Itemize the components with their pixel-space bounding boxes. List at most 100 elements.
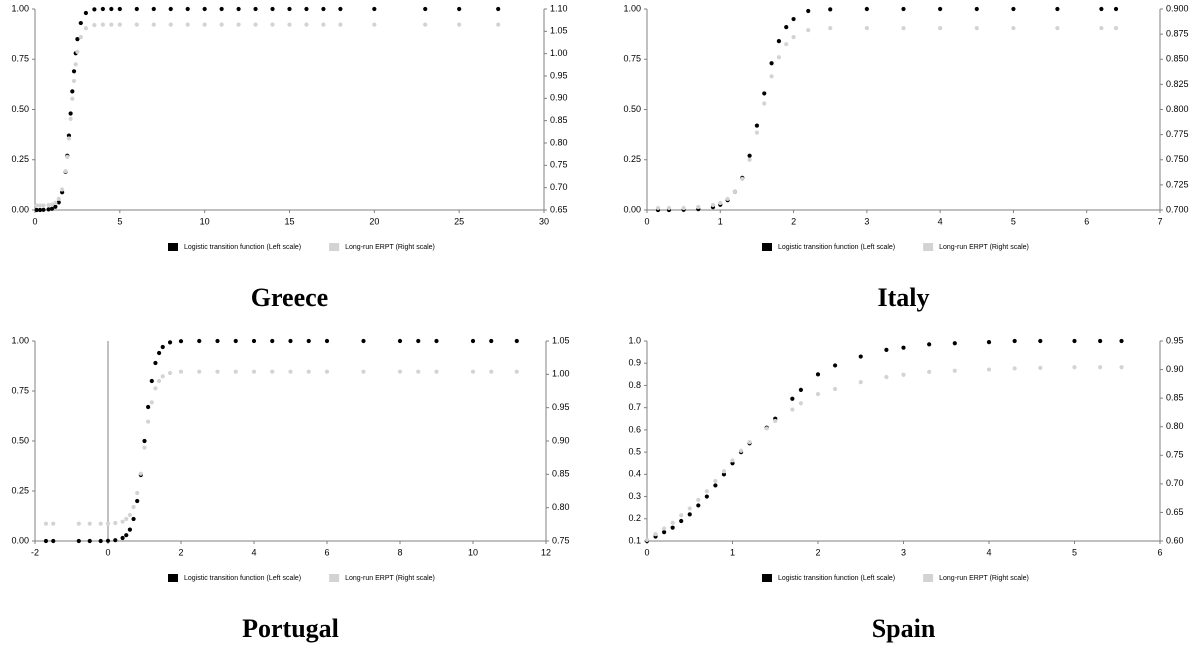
- y-tick-label: 0.25: [11, 154, 29, 164]
- data-point: [901, 372, 906, 377]
- y2-tick-label: 0.60: [1166, 535, 1184, 545]
- data-point: [71, 78, 77, 84]
- data-point: [738, 448, 744, 453]
- y-tick-label: 0.8: [628, 380, 641, 390]
- data-point: [151, 22, 156, 27]
- y-tick-label: 1.00: [11, 335, 29, 345]
- data-point: [653, 532, 658, 537]
- x-tick-label: 1: [730, 547, 735, 557]
- data-point: [791, 16, 796, 22]
- data-point: [732, 189, 738, 195]
- data-point: [70, 89, 75, 94]
- data-point: [168, 6, 173, 12]
- data-point: [78, 35, 83, 40]
- data-point: [120, 535, 125, 541]
- data-point: [776, 55, 782, 60]
- x-tick-label: 4: [251, 547, 256, 557]
- data-point: [134, 6, 139, 12]
- legend-label: Logistic transition function (Left scale…: [778, 575, 895, 582]
- data-point: [361, 338, 366, 344]
- data-point: [740, 176, 745, 181]
- y2-tick-label: 0.75: [1166, 450, 1184, 460]
- data-point: [49, 202, 55, 207]
- legend-swatch: [329, 574, 340, 582]
- legend-label: Long-run ERPT (Right scale): [345, 575, 435, 582]
- data-point: [1038, 338, 1043, 344]
- data-point: [270, 22, 275, 27]
- y2-tick-label: 1.05: [552, 335, 570, 345]
- legend-label: Logistic transition function (Left scale…: [184, 575, 301, 582]
- data-point: [901, 25, 906, 31]
- y-tick-label: 1.00: [623, 3, 641, 13]
- y-tick-label: 0.00: [11, 535, 29, 545]
- y-tick-label: 0.75: [11, 385, 29, 395]
- x-tick-label: 5: [1072, 547, 1077, 557]
- data-point: [251, 338, 257, 344]
- data-point: [974, 25, 979, 31]
- data-point: [784, 42, 789, 47]
- y2-tick-label: 0.85: [550, 115, 568, 125]
- y2-tick-label: 0.95: [552, 402, 570, 412]
- data-point: [1055, 25, 1060, 31]
- data-point: [858, 380, 863, 385]
- data-point: [134, 22, 139, 27]
- data-point: [769, 74, 774, 79]
- data-point: [710, 202, 716, 208]
- legend-swatch: [923, 243, 934, 251]
- data-point: [457, 6, 462, 12]
- data-point: [718, 200, 723, 206]
- data-point: [146, 419, 151, 424]
- y2-tick-label: 0.65: [550, 204, 568, 214]
- y2-tick-label: 1.00: [552, 369, 570, 379]
- y-tick-label: 0.9: [628, 358, 641, 368]
- y2-tick-label: 0.900: [1166, 3, 1189, 13]
- data-point: [776, 39, 782, 44]
- data-point: [361, 369, 366, 374]
- legend-label: Logistic transition function (Left scale…: [778, 244, 895, 251]
- data-point: [704, 494, 709, 499]
- data-point: [83, 10, 88, 16]
- legend-swatch: [923, 574, 934, 582]
- data-point: [1012, 366, 1017, 371]
- data-point: [109, 22, 114, 27]
- x-tick-label: 30: [539, 216, 549, 226]
- data-point: [178, 339, 184, 344]
- chart-title: Spain: [872, 614, 936, 643]
- y2-tick-label: 0.65: [1166, 507, 1184, 517]
- data-point: [236, 22, 241, 27]
- chart-title: Italy: [878, 283, 930, 312]
- legend-label: Long-run ERPT (Right scale): [939, 244, 1029, 251]
- data-point: [153, 360, 158, 366]
- data-point: [56, 200, 61, 205]
- data-point: [75, 49, 80, 54]
- data-point: [713, 483, 718, 488]
- x-tick-label: 0: [105, 547, 110, 557]
- data-point: [124, 533, 129, 538]
- data-point: [168, 22, 173, 27]
- data-point: [1055, 6, 1060, 12]
- y2-tick-label: 0.80: [1166, 421, 1184, 431]
- data-point: [253, 6, 258, 12]
- data-point: [87, 538, 92, 544]
- y2-tick-label: 0.70: [550, 182, 568, 192]
- data-point: [769, 61, 774, 66]
- data-point: [1119, 365, 1124, 370]
- data-point: [372, 6, 377, 12]
- chart-title: Greece: [251, 283, 328, 312]
- data-point: [747, 153, 752, 158]
- y2-tick-label: 0.750: [1166, 154, 1189, 164]
- data-point: [160, 374, 165, 379]
- data-point: [251, 369, 257, 374]
- x-tick-label: 0: [644, 216, 649, 226]
- data-point: [901, 6, 906, 12]
- y2-tick-label: 0.75: [550, 160, 568, 170]
- legend-label: Logistic transition function (Left scale…: [184, 244, 301, 251]
- data-point: [233, 369, 238, 374]
- y-tick-label: 0.6: [628, 424, 641, 434]
- x-tick-label: 0: [32, 216, 37, 226]
- data-point: [157, 378, 162, 384]
- data-point: [321, 6, 326, 12]
- data-point: [34, 203, 39, 208]
- data-point: [202, 6, 207, 12]
